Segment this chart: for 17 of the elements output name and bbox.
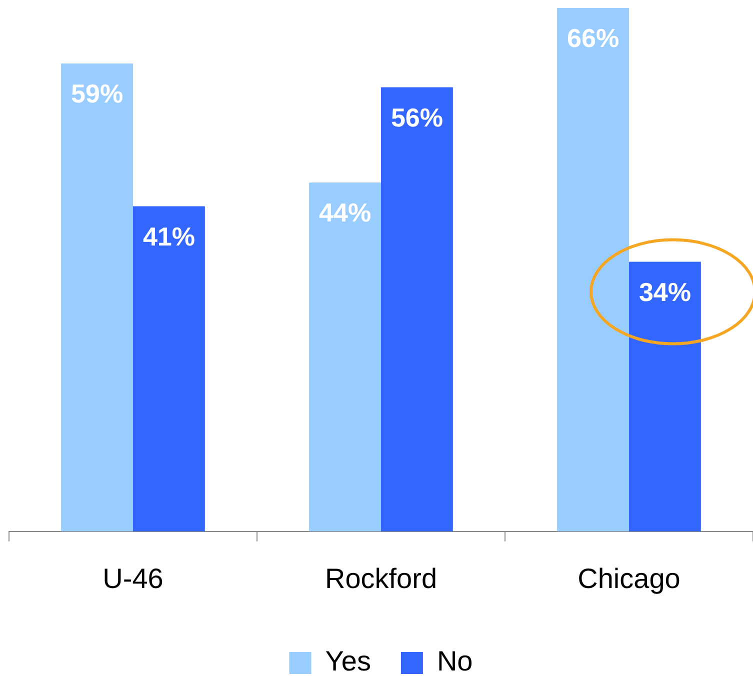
- legend-label: No: [436, 646, 473, 677]
- data-label: 56%: [390, 102, 443, 132]
- data-label: 59%: [71, 78, 124, 109]
- x-tick-label: U-46: [102, 562, 164, 594]
- legend-label: Yes: [325, 646, 371, 677]
- bar: [133, 206, 205, 532]
- x-tick-label: Rockford: [324, 562, 438, 594]
- data-label: 44%: [319, 198, 372, 228]
- bar: [629, 262, 701, 532]
- bar: [557, 8, 629, 532]
- bar: [381, 87, 453, 532]
- data-label: 34%: [638, 276, 691, 307]
- data-label: 66%: [567, 23, 620, 54]
- data-label: 41%: [142, 221, 195, 252]
- x-tick-label: Chicago: [578, 562, 680, 594]
- bar: [309, 182, 381, 532]
- bar: [61, 64, 133, 532]
